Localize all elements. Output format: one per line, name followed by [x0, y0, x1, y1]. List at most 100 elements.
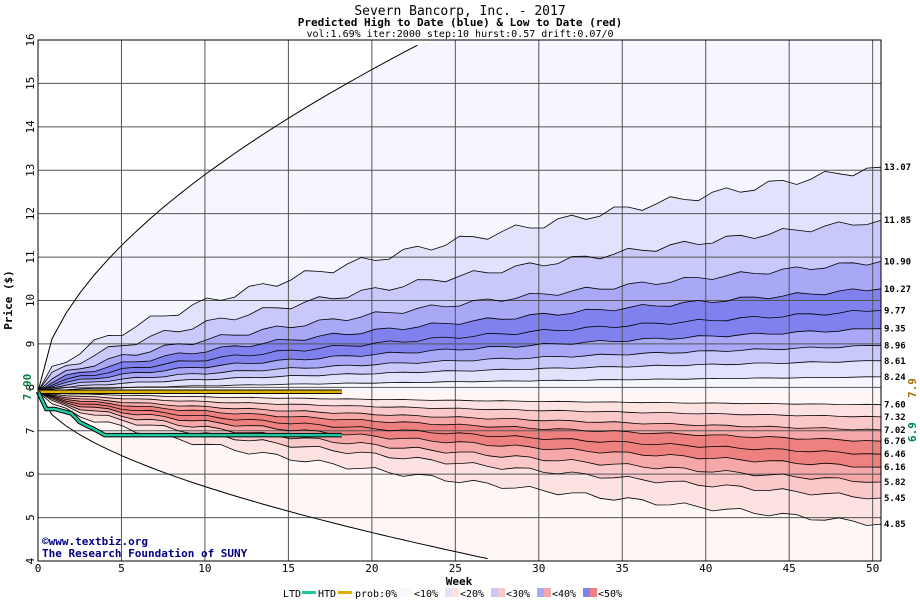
low-band-4 — [38, 391, 881, 468]
percentile-bands — [38, 40, 881, 561]
legend-ltd-swatch — [302, 591, 316, 594]
legend-probability-items: <10% <20% <30% <40% <50% — [399, 588, 622, 600]
legend-blue-swatch — [491, 588, 498, 597]
percentile-curve — [37, 391, 882, 442]
percentile-curve — [37, 328, 882, 393]
legend-red-swatch — [544, 588, 551, 597]
credit-organization: The Research Foundation of SUNY — [42, 547, 248, 560]
percentile-end-label: 11.85 — [884, 216, 911, 226]
low-band-7 — [38, 391, 881, 430]
htd-end-label: 7.9 — [906, 378, 919, 398]
percentile-end-label: 6.46 — [884, 450, 906, 460]
legend-item-label: <50% — [598, 589, 622, 600]
legend-item-label: <30% — [506, 589, 530, 600]
percentile-end-label: 8.24 — [884, 373, 906, 383]
y-tick-label: 6 — [24, 471, 37, 478]
x-tick-label: 40 — [699, 562, 712, 575]
percentile-end-label: 5.82 — [884, 478, 906, 488]
y-tick-label: 9 — [24, 341, 37, 348]
legend: LTD HTD prob:0% <10% <20% <30% <40% <50% — [283, 588, 622, 600]
ltd-end-label: 6.9 — [906, 422, 919, 442]
grid-lines — [38, 39, 881, 562]
percentile-curve — [37, 360, 882, 393]
y-tick-label: 16 — [24, 33, 37, 46]
price-series — [35, 389, 342, 438]
percentile-curve — [37, 261, 882, 392]
x-tick-label: 0 — [35, 562, 42, 575]
y-tick-label: 5 — [24, 514, 37, 521]
y-tick-label: 7 — [24, 427, 37, 434]
high-band-6 — [38, 328, 881, 392]
outer-low-curve — [37, 391, 488, 560]
high-band-7 — [38, 345, 881, 392]
y-tick-label: 10 — [24, 294, 37, 307]
percentile-curve — [37, 219, 882, 392]
percentile-end-label: 9.77 — [884, 306, 906, 316]
legend-item-label: <40% — [552, 589, 576, 600]
low-band-0 — [38, 391, 881, 561]
percentile-end-label: 5.45 — [884, 494, 906, 504]
percentile-end-label: 10.27 — [884, 285, 911, 295]
x-tick-labels: 0 5 10 15 20 25 30 35 40 45 50 — [35, 562, 880, 575]
x-tick-label: 25 — [449, 562, 462, 575]
chart-title: Severn Bancorp, Inc. - 2017 — [354, 4, 565, 19]
low-band-5 — [38, 391, 881, 455]
x-tick-label: 5 — [118, 562, 125, 575]
credit-website: ©www.textbiz.org — [42, 535, 148, 548]
legend-htd-swatch — [338, 591, 352, 594]
high-band-1 — [38, 167, 881, 392]
legend-red-swatch — [498, 588, 505, 597]
low-band-2 — [38, 391, 881, 499]
percentile-curve — [37, 391, 882, 483]
percentile-end-label: 9.35 — [884, 325, 906, 335]
low-band-1 — [38, 391, 881, 526]
x-tick-label: 45 — [783, 562, 796, 575]
high-band-8 — [38, 360, 881, 392]
y-tick-label: 4 — [24, 557, 37, 564]
percentile-curve — [37, 391, 882, 418]
percentile-end-label: 8.61 — [884, 357, 906, 367]
legend-blue-swatch — [583, 588, 590, 597]
percentile-end-label: 6.16 — [884, 463, 906, 473]
percentile-end-label: 7.32 — [884, 413, 906, 423]
y-tick-label: 11 — [24, 250, 37, 263]
percentile-curve — [37, 391, 882, 500]
x-tick-label: 35 — [616, 562, 629, 575]
legend-blue-swatch — [445, 588, 452, 597]
y-tick-label: 15 — [24, 77, 37, 90]
percentile-end-label: 7.60 — [884, 401, 906, 411]
y-tick-label: 12 — [24, 207, 37, 220]
legend-red-swatch — [406, 588, 413, 597]
percentile-end-label: 8.96 — [884, 342, 906, 352]
percentile-curve — [37, 309, 882, 393]
legend-red-swatch — [452, 588, 459, 597]
high-band-0 — [38, 40, 881, 392]
legend-item-label: <20% — [460, 589, 484, 600]
low-band-6 — [38, 391, 881, 442]
legend-htd-label: HTD — [318, 589, 336, 600]
start-price-label: 7.90 — [21, 374, 34, 401]
percentile-end-label: 13.07 — [884, 163, 911, 173]
percentile-curve — [37, 391, 882, 468]
low-band-8 — [38, 391, 881, 417]
percentile-curve — [37, 391, 882, 455]
percentile-end-labels: 13.07 11.85 10.90 10.27 9.77 9.35 8.96 8.61 8.24… — [884, 163, 911, 530]
legend-red-swatch — [590, 588, 597, 597]
percentile-curve — [37, 391, 882, 431]
low-band-3 — [38, 391, 881, 483]
percentile-curve — [37, 391, 882, 526]
x-tick-label: 50 — [866, 562, 879, 575]
high-band-9 — [38, 376, 881, 392]
percentile-end-label: 10.90 — [884, 257, 911, 267]
y-tick-label: 14 — [24, 120, 37, 134]
percentile-curve — [37, 376, 882, 393]
chart-subtitle: Predicted High to Date (blue) & Low to D… — [298, 16, 623, 29]
high-band-3 — [38, 261, 881, 392]
legend-blue-swatch — [537, 588, 544, 597]
legend-blue-swatch — [399, 588, 406, 597]
y-tick-label: 8 — [24, 384, 37, 391]
high-band-5 — [38, 310, 881, 392]
percentile-end-label: 4.85 — [884, 520, 906, 530]
x-axis-label: Week — [446, 575, 473, 588]
